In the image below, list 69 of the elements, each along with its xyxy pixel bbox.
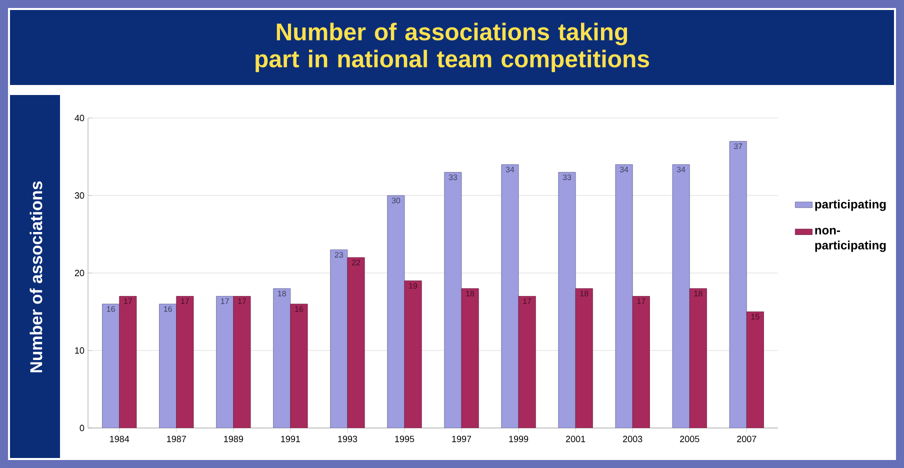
x-tick-label: 2005 (680, 436, 700, 442)
bar (746, 312, 764, 428)
data-label: 19 (409, 282, 418, 289)
data-label: 23 (334, 252, 344, 258)
bar (615, 164, 633, 428)
data-label: 22 (352, 260, 360, 266)
bar (159, 304, 177, 428)
bar (387, 195, 405, 428)
data-label: 34 (620, 166, 628, 172)
legend-label: non-participating (815, 228, 886, 252)
data-label: 18 (694, 290, 702, 296)
x-tick-label: 2001 (566, 436, 586, 442)
data-label: 33 (448, 174, 458, 180)
bar (404, 280, 422, 428)
x-tick-label: 1999 (509, 436, 528, 442)
data-label: 16 (295, 306, 304, 312)
data-label: 18 (580, 290, 588, 296)
data-label: 16 (106, 306, 115, 312)
bar (689, 288, 707, 428)
data-label: 37 (734, 143, 742, 150)
data-label: 17 (238, 298, 246, 304)
data-label: 17 (523, 298, 532, 304)
data-label: 17 (221, 298, 229, 304)
bar (102, 304, 120, 428)
bar (575, 288, 593, 428)
y-tick-label: 30 (74, 192, 84, 199)
bar (330, 250, 348, 428)
x-tick-label: 1987 (167, 436, 186, 442)
y-tick-label: 0 (80, 424, 84, 432)
x-tick-label: 1995 (395, 436, 414, 442)
bar (672, 164, 690, 428)
data-label: 34 (676, 166, 686, 172)
chart-title: Number of associations taking part in national team competitions (256, 22, 650, 72)
bar (216, 296, 234, 428)
bar (444, 172, 462, 428)
data-label: 15 (751, 314, 760, 320)
bar (290, 304, 308, 428)
bar (273, 288, 291, 428)
data-label: 17 (181, 298, 189, 304)
y-axis-title: Number of associations (30, 181, 42, 372)
x-tick-label: 1997 (452, 436, 472, 442)
data-label: 30 (392, 198, 400, 204)
x-tick-label: 1984 (110, 436, 130, 442)
bar (233, 296, 251, 428)
bar (347, 257, 365, 428)
bar (461, 288, 479, 428)
x-tick-label: 1989 (224, 436, 244, 442)
y-tick-label: 10 (75, 347, 84, 354)
data-label: 34 (506, 166, 514, 172)
x-tick-label: 1993 (338, 436, 358, 442)
bar (632, 296, 650, 428)
x-tick-label: 1991 (281, 436, 300, 442)
y-tick-label: 40 (74, 114, 84, 122)
x-tick-label: 2003 (623, 436, 642, 442)
data-label: 18 (278, 290, 286, 296)
legend-label: participating (815, 200, 886, 211)
data-label: 18 (466, 290, 474, 296)
x-tick-label: 2007 (737, 436, 756, 442)
bar (518, 296, 536, 428)
data-label: 17 (124, 298, 132, 304)
data-label: 16 (164, 306, 172, 312)
data-label: 33 (562, 174, 572, 180)
bar (729, 141, 747, 428)
bar (501, 164, 519, 428)
bar (119, 296, 137, 428)
y-tick-label: 20 (74, 270, 84, 276)
bar (558, 172, 576, 428)
bar (176, 296, 194, 428)
data-label: 17 (637, 298, 646, 304)
